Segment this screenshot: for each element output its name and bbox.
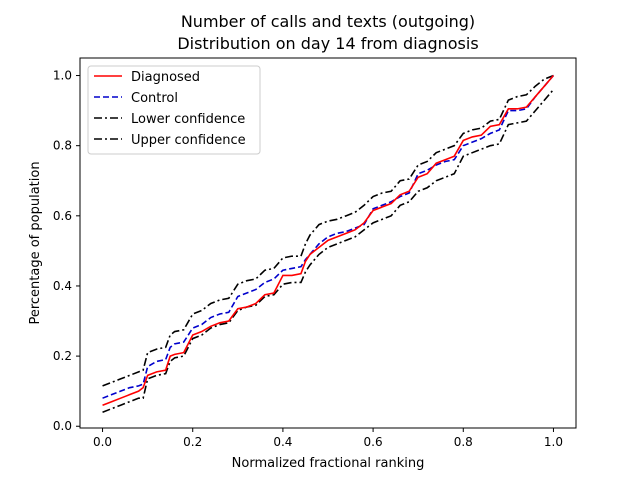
- y-tick-label: 0.8: [53, 139, 72, 153]
- x-tick-label: 1.0: [544, 435, 563, 449]
- y-tick-label: 0.4: [53, 279, 72, 293]
- legend-label-control: Control: [131, 91, 178, 106]
- y-tick-label: 0.2: [53, 349, 72, 363]
- plot-frame: [79, 57, 577, 429]
- x-tick-label: 0.4: [273, 435, 292, 449]
- legend-label-diagnosed: Diagnosed: [131, 70, 200, 85]
- series-line-lower-confidence: [102, 89, 555, 413]
- chart-title-line-1: Number of calls and texts (outgoing): [181, 12, 475, 31]
- y-tick-label: 1.0: [53, 69, 72, 83]
- legend-box: [87, 65, 261, 155]
- ticks-layer: 0.0 0.2 0.4 0.6 0.8 1.0 0.0 0.2 0.4 0.6 0.8 1.0: [53, 69, 563, 449]
- legend-label-upper-confidence: Upper confidence: [131, 133, 246, 148]
- x-tick-label: 0.2: [183, 435, 202, 449]
- x-tick-label: 0.8: [454, 435, 473, 449]
- legend-label-lower-confidence: Lower confidence: [131, 112, 245, 127]
- series-line-diagnosed: [102, 75, 555, 406]
- series-layer: [102, 74, 555, 413]
- x-tick-label: 0.0: [93, 435, 112, 449]
- series-line-upper-confidence: [102, 74, 554, 387]
- y-tick-label: 0.6: [53, 209, 72, 223]
- chart-title-line-2: Distribution on day 14 from diagnosis: [177, 34, 478, 53]
- y-axis-label: Percentage of population: [28, 161, 43, 324]
- legend: Diagnosed Control Lower confidence Upper co…: [87, 65, 261, 155]
- x-axis-label: Normalized fractional ranking: [232, 456, 425, 471]
- x-tick-label: 0.6: [364, 435, 383, 449]
- series-line-control: [102, 75, 555, 399]
- y-tick-label: 0.0: [53, 419, 72, 433]
